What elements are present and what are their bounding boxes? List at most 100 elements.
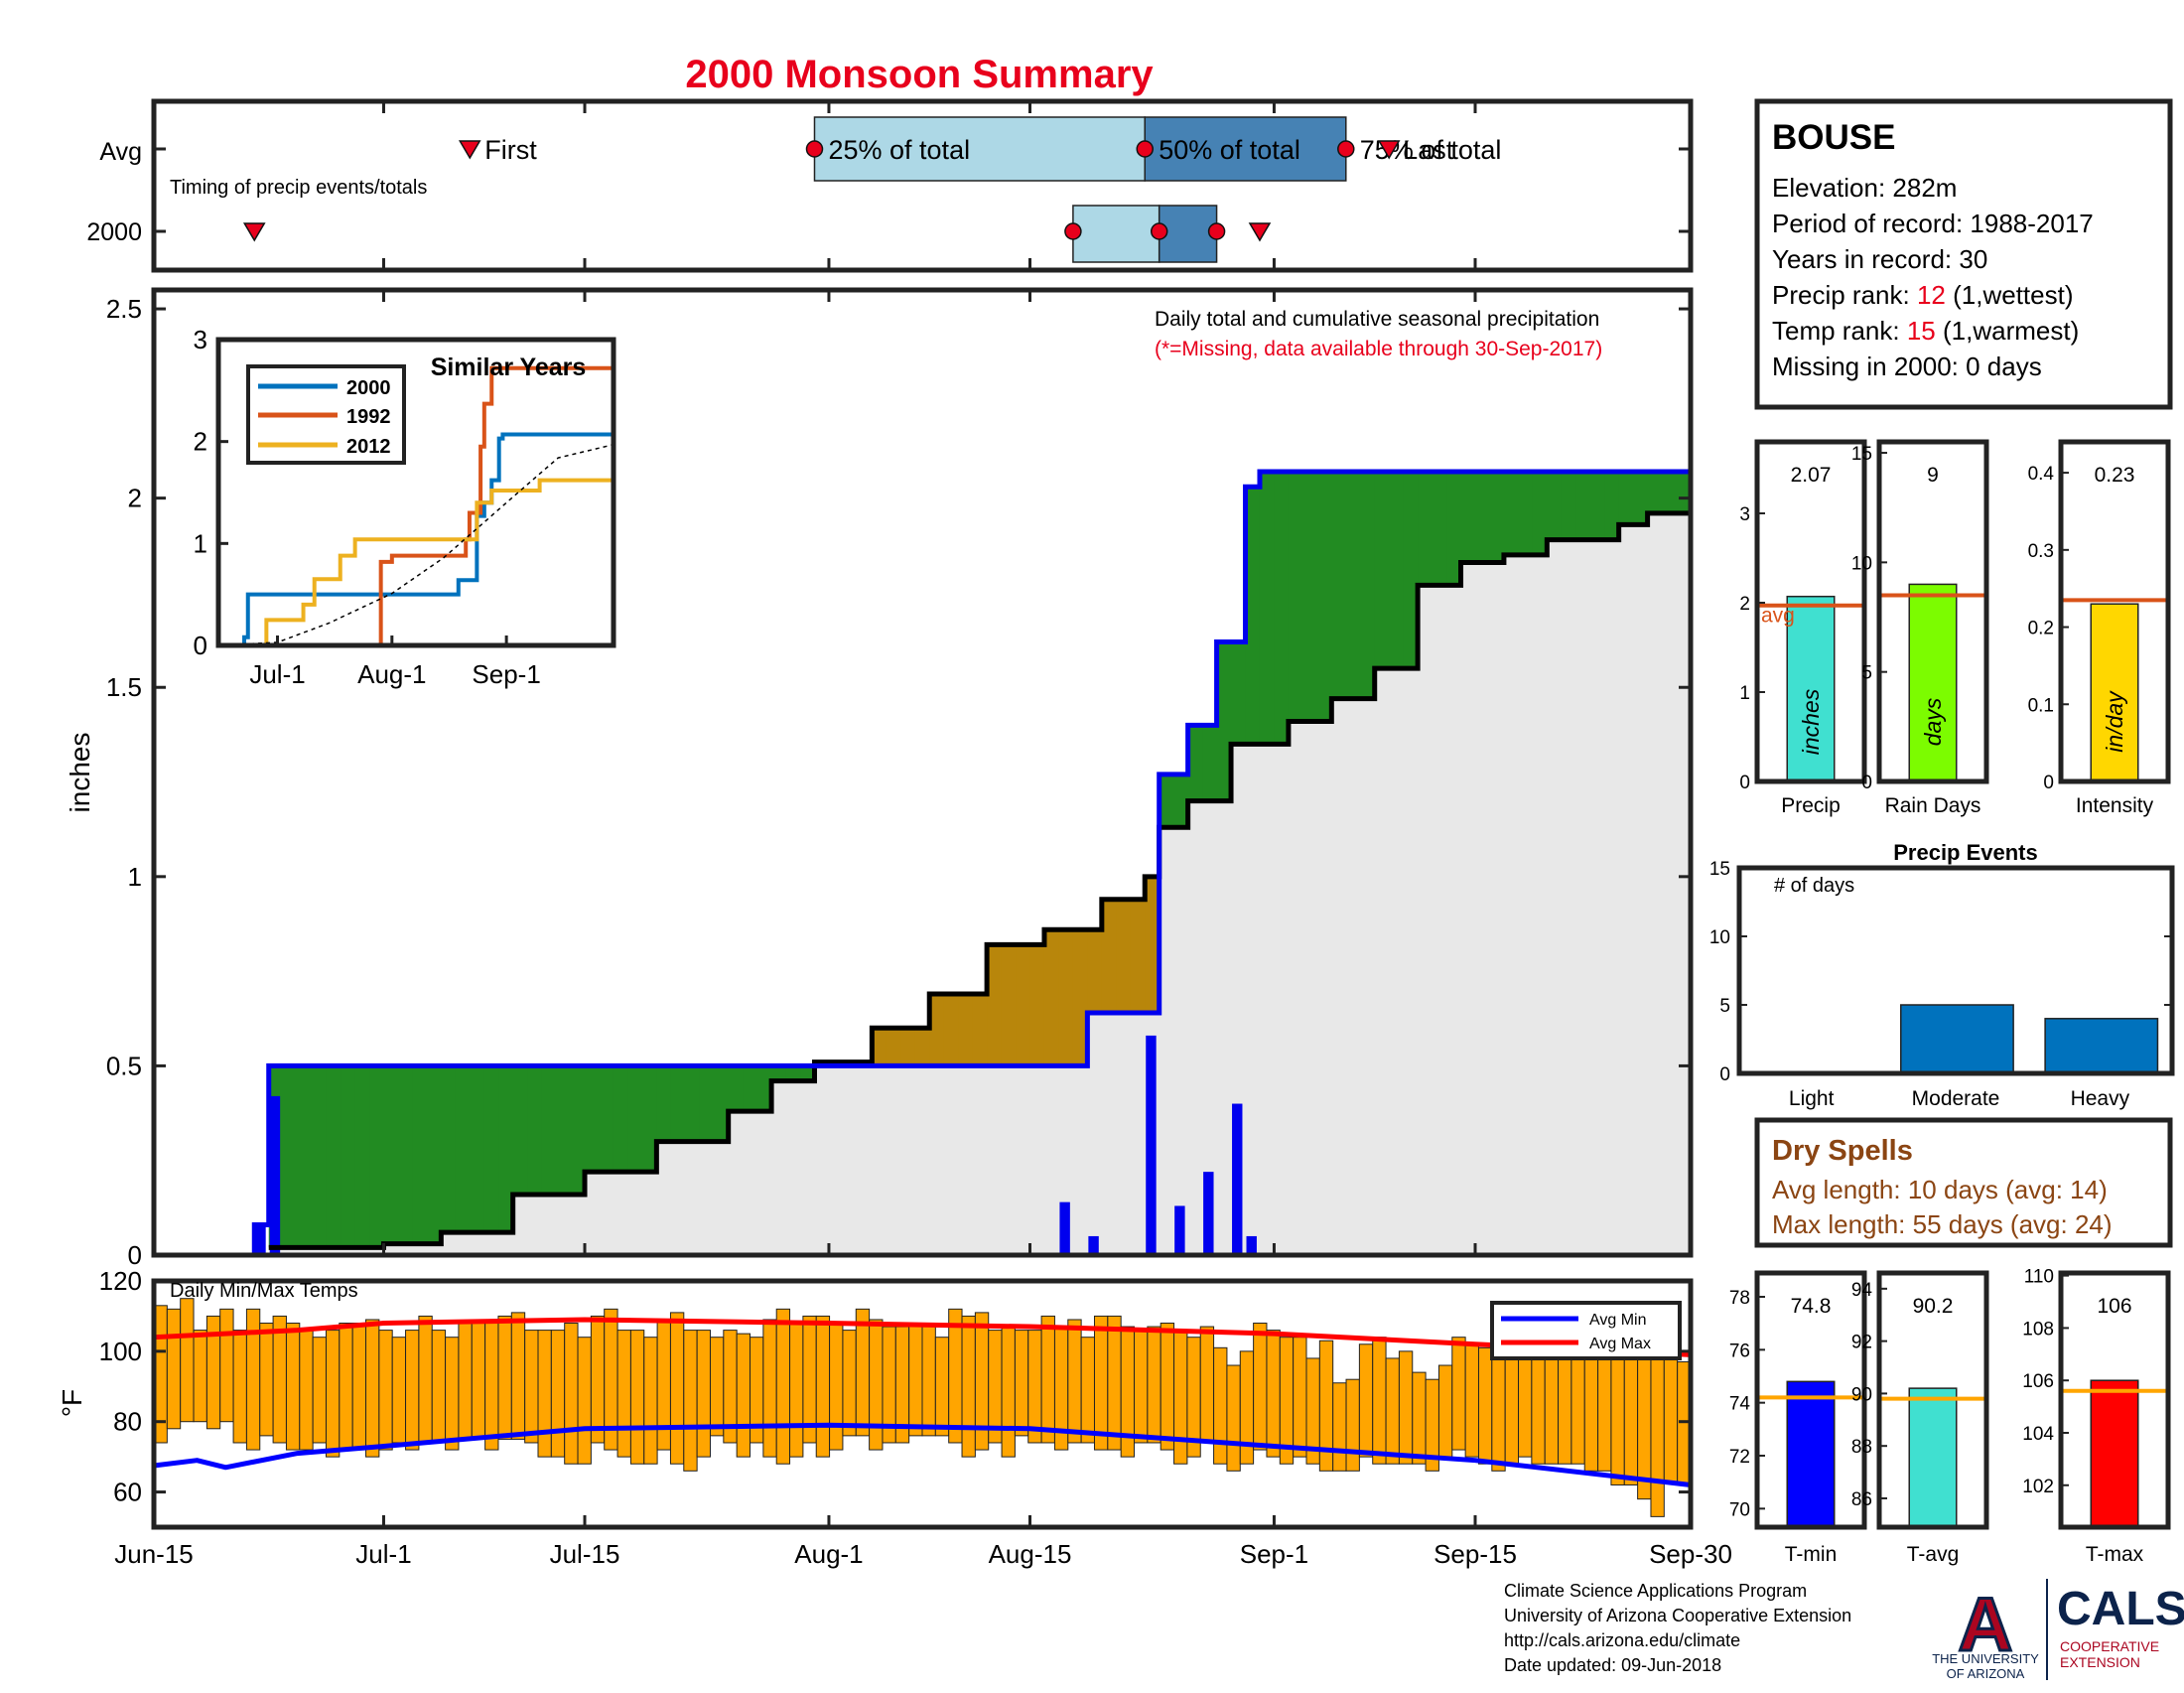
small-panel-value: 74.8 (1791, 1295, 1832, 1318)
cumulative-diff-fill (1316, 471, 1332, 722)
cumulative-diff-fill (283, 1065, 299, 1248)
cumulative-diff-fill (670, 1065, 686, 1142)
cumulative-diff-fill (1389, 471, 1405, 669)
small-panel-tick-label: 88 (1851, 1437, 1872, 1458)
main-annotation-line2: (*=Missing, data available through 30-Se… (1155, 338, 1602, 360)
daily-temp-range-bar (351, 1323, 367, 1451)
daily-temp-range-bar (1372, 1337, 1387, 1465)
x-tick-label: Jul-15 (550, 1539, 620, 1569)
daily-temp-range-bar (484, 1323, 499, 1451)
small-panel-tick-label: 94 (1851, 1280, 1873, 1301)
cumulative-diff-fill (1561, 471, 1576, 540)
small-panel-tick-label: 108 (2022, 1319, 2054, 1340)
daily-temp-range-bar (431, 1330, 447, 1444)
daily-precip-bar (1203, 1172, 1214, 1255)
daily-temp-range-bar (312, 1337, 327, 1444)
station-name: BOUSE (1772, 118, 1895, 157)
small-panel-tick-label: 0.2 (2028, 619, 2054, 639)
cumulative-diff-fill (1202, 725, 1218, 801)
dry-spells-max-length: Max length: 55 days (avg: 24) (1772, 1209, 2113, 1239)
small-panel-tick-label: 1 (1739, 683, 1750, 704)
cumulative-diff-fill (369, 1065, 385, 1248)
cumulative-diff-fill (556, 1065, 572, 1196)
daily-temp-range-bar (696, 1330, 711, 1458)
figure-title: 2000 Monsoon Summary (685, 53, 1154, 96)
small-panel-tick-label: 102 (2022, 1477, 2054, 1497)
daily-temp-range-bar (365, 1319, 380, 1458)
cumulative-diff-fill (1043, 929, 1060, 1066)
daily-temp-range-bar (471, 1323, 486, 1440)
cumulative-diff-fill (1072, 929, 1088, 1066)
daily-precip-bar (1246, 1235, 1257, 1255)
event-y-tick-label: 0 (1719, 1064, 1730, 1085)
inset-legend-1992: 1992 (346, 406, 391, 428)
small-panel-tick-label: 0.4 (2028, 464, 2055, 485)
year-2000-cumulative-line (251, 469, 1691, 1255)
inset-x-tick-label: Jul-1 (249, 659, 305, 689)
daily-temp-range-bar (855, 1308, 871, 1437)
cumulative-diff-fill (1489, 471, 1505, 563)
cumulative-diff-fill (512, 1065, 528, 1196)
temp-y-axis-label: °F (57, 1389, 87, 1417)
dry-spells-box: Dry Spells Avg length: 10 days (avg: 14)… (1754, 1117, 2173, 1248)
small-panel-tick-label: 106 (2022, 1371, 2054, 1392)
cumulative-diff-fill (699, 1065, 715, 1142)
small-panel-value: 9 (1927, 464, 1939, 487)
daily-temp-range-bar (1332, 1382, 1347, 1472)
cumulative-diff-fill (1029, 944, 1045, 1066)
cumulative-diff-fill (297, 1065, 313, 1248)
daily-temps-chart: 60 80 100 120 Daily Min/Max Temps °F Avg Mi… (57, 1266, 1694, 1530)
small-panel-unit: in/day (2102, 690, 2127, 753)
cumulative-diff-fill (1589, 471, 1605, 540)
daily-temp-range-bar (1253, 1323, 1268, 1451)
temp-y-tick-label: 100 (99, 1337, 142, 1366)
cumulative-diff-fill (1518, 471, 1534, 555)
small-panel-bar (2090, 603, 2139, 782)
temp-y-tick-label: 60 (113, 1478, 142, 1507)
cumulative-diff-fill (872, 1028, 887, 1066)
cumulative-diff-fill (1058, 929, 1074, 1066)
daily-temp-range-bar (643, 1337, 658, 1465)
cumulative-diff-fill (800, 1065, 816, 1081)
daily-temp-range-bar (1160, 1323, 1175, 1451)
daily-temp-range-bar (616, 1330, 631, 1458)
daily-temp-range-bar (180, 1298, 195, 1423)
inset-x-tick-label: Aug-1 (357, 659, 426, 689)
cumulative-precip-chart: 0 0.5 1 1.5 2 2.5 inches Daily total and cumu… (65, 287, 1694, 1270)
main-y-tick-label: 2 (128, 484, 142, 513)
daily-temp-range-bar (339, 1323, 353, 1451)
main-y-tick-label: 1.5 (106, 672, 142, 702)
daily-precip-bar (1059, 1201, 1070, 1255)
x-tick-label: Aug-15 (989, 1539, 1072, 1569)
daily-temp-range-bar (285, 1323, 301, 1451)
small-panel-tick-label: 0 (2043, 773, 2054, 793)
cumulative-diff-fill (354, 1065, 370, 1248)
daily-precip-bar (1232, 1103, 1243, 1255)
daily-temp-range-bar (418, 1315, 433, 1444)
small-panel-tick-label: 0 (1739, 773, 1750, 793)
year-last-marker (1248, 222, 1272, 242)
cumulative-diff-fill (1331, 471, 1347, 699)
small-panel-tick-label: 90 (1851, 1384, 1872, 1405)
daily-temp-range-bar (1226, 1364, 1241, 1472)
daily-temp-range-bar (1266, 1330, 1281, 1458)
cumulative-diff-fill (1187, 725, 1203, 801)
year-p75-marker (1207, 222, 1226, 240)
small-panel-tick-label: 92 (1851, 1333, 1872, 1353)
cumulative-diff-fill (585, 1065, 601, 1173)
daily-precip-bar (1174, 1205, 1185, 1255)
x-axis-date-labels: Jun-15 Jul-1 Jul-15 Aug-1 Aug-15 Sep-1 Sep-15 S… (114, 1539, 1732, 1569)
small-panel-frame (2058, 1270, 2171, 1530)
small-panel-category: Precip (1781, 794, 1841, 817)
event-category-label: Heavy (2071, 1087, 2130, 1110)
station-period: Period of record: 1988-2017 (1772, 209, 2094, 238)
avg-p25-label: 25% of total (828, 135, 970, 165)
small-panel-tick-label: 104 (2022, 1424, 2054, 1445)
inset-series-average (217, 444, 614, 646)
inset-x-tick-label: Sep-1 (472, 659, 540, 689)
cumulative-diff-fill (441, 1065, 457, 1233)
daily-temp-range-bar (1014, 1330, 1029, 1437)
station-temp-rank: Temp rank: 15 (1,warmest) (1772, 316, 2079, 346)
avg-p75-label: 75% of total (1360, 135, 1502, 165)
